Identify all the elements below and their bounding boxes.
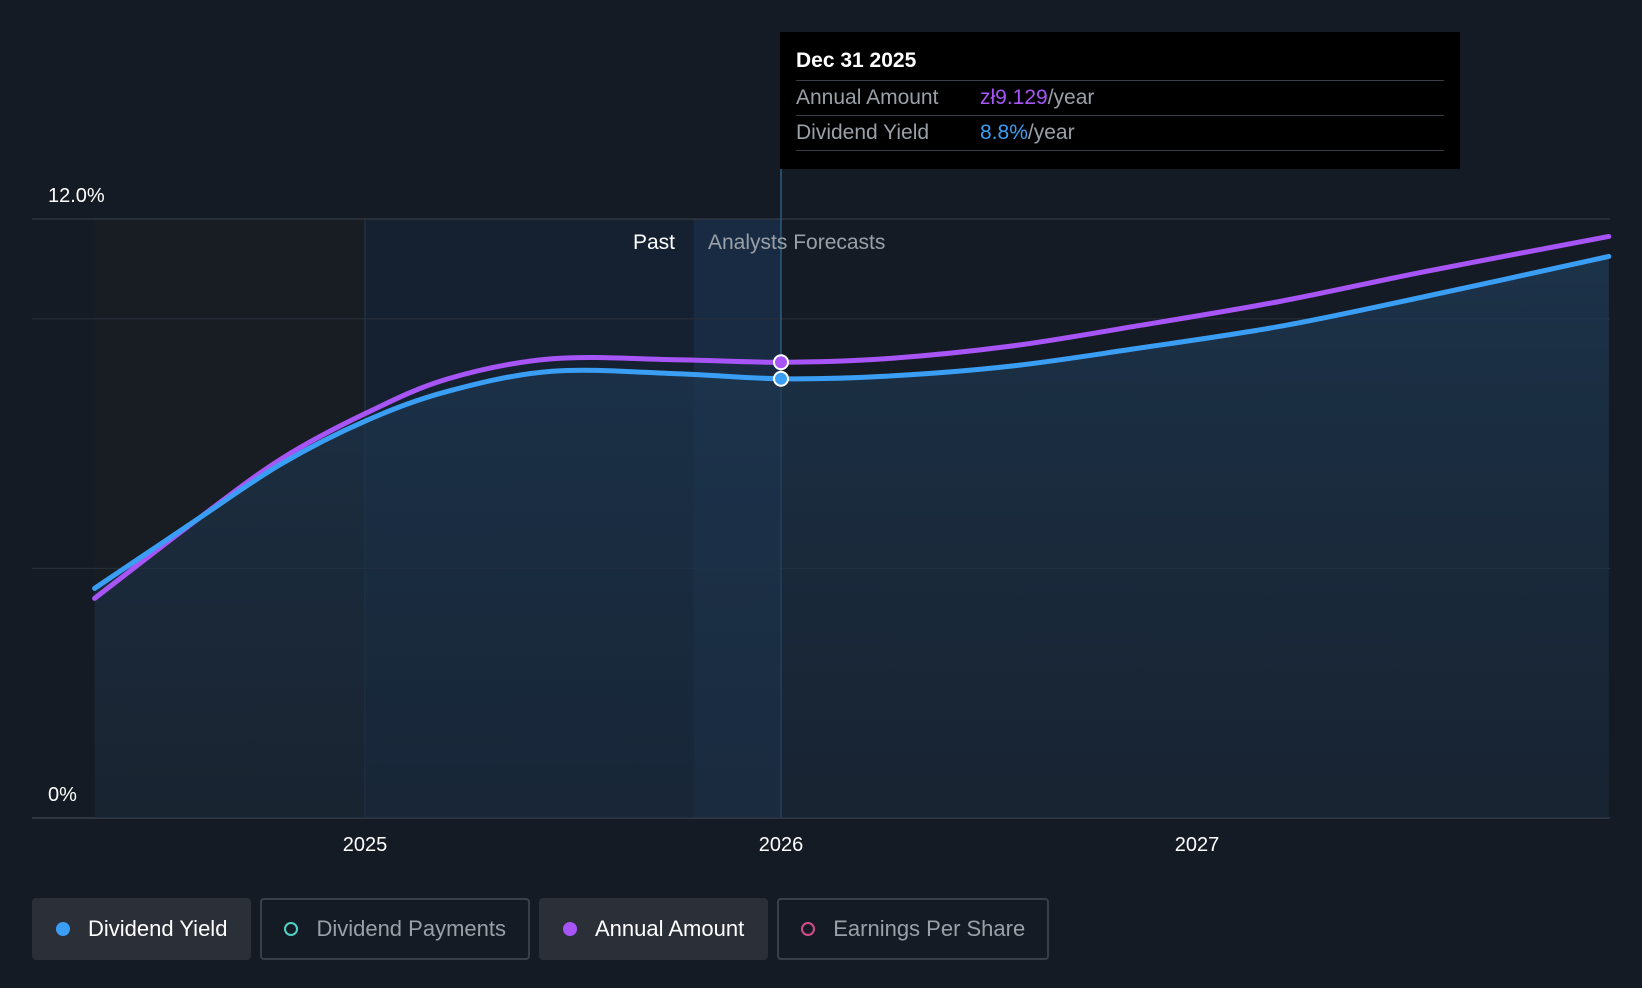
x-tick-label: 2025 bbox=[343, 834, 388, 856]
y-tick-label: 12.0% bbox=[48, 185, 105, 207]
y-tick-label: 0% bbox=[48, 784, 77, 806]
legend-dot-icon bbox=[56, 922, 70, 936]
tooltip: Dec 31 2025 Annual Amount zł9.129 /year … bbox=[780, 32, 1460, 169]
tooltip-row-annual-amount: Annual Amount zł9.129 /year bbox=[796, 81, 1444, 116]
x-tick-label: 2027 bbox=[1175, 834, 1220, 856]
tooltip-value: 8.8% bbox=[980, 121, 1028, 144]
x-tick-label: 2026 bbox=[759, 834, 804, 856]
legend-label: Earnings Per Share bbox=[833, 916, 1026, 941]
legend-annual-amount[interactable]: Annual Amount bbox=[538, 898, 769, 960]
legend-dot-icon bbox=[562, 922, 577, 936]
forecast-label: Analysts Forecasts bbox=[708, 231, 885, 254]
legend-dividend-yield[interactable]: Dividend Yield bbox=[32, 898, 252, 960]
legend-ring-icon bbox=[801, 922, 816, 936]
legend-earnings-per-share[interactable]: Earnings Per Share bbox=[777, 898, 1050, 960]
legend-label: Dividend Yield bbox=[88, 916, 228, 941]
annual-amount-marker bbox=[773, 354, 789, 371]
tooltip-row-dividend-yield: Dividend Yield 8.8% /year bbox=[796, 116, 1444, 151]
past-label: Past bbox=[633, 231, 675, 254]
legend: Dividend Yield Dividend Payments Annual … bbox=[32, 898, 1050, 960]
tooltip-label: Dividend Yield bbox=[796, 121, 930, 144]
legend-label: Annual Amount bbox=[594, 916, 745, 941]
dividend-yield-area bbox=[94, 256, 1609, 818]
tooltip-unit: /year bbox=[1027, 121, 1075, 144]
annual-amount-line bbox=[92, 233, 1612, 601]
dividend-yield-marker bbox=[773, 370, 789, 387]
tooltip-unit: /year bbox=[1047, 86, 1095, 109]
legend-label: Dividend Payments bbox=[316, 916, 506, 941]
tooltip-label: Annual Amount bbox=[796, 86, 939, 109]
legend-ring-icon bbox=[284, 922, 299, 936]
legend-dividend-payments[interactable]: Dividend Payments bbox=[260, 898, 530, 960]
tooltip-date: Dec 31 2025 bbox=[796, 46, 1444, 81]
tooltip-value: zł9.129 bbox=[980, 86, 1048, 109]
